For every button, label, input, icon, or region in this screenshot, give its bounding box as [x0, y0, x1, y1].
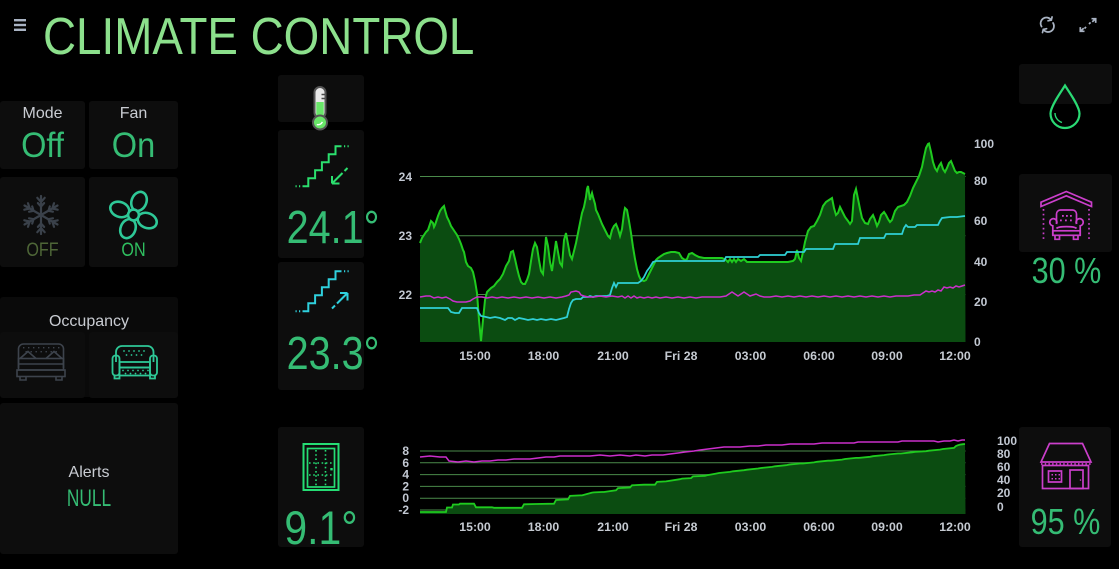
svg-text:0: 0 [402, 491, 409, 505]
svg-text:09:00: 09:00 [871, 349, 903, 363]
svg-text:100: 100 [997, 434, 1017, 448]
svg-text:23: 23 [399, 229, 413, 243]
svg-text:21:00: 21:00 [597, 349, 629, 363]
svg-text:24: 24 [399, 170, 413, 184]
svg-text:-2: -2 [398, 503, 409, 517]
svg-text:06:00: 06:00 [803, 349, 835, 363]
svg-text:20: 20 [974, 295, 988, 309]
svg-text:40: 40 [974, 255, 988, 269]
svg-text:15:00: 15:00 [459, 520, 491, 534]
svg-text:6: 6 [402, 456, 409, 470]
svg-text:60: 60 [974, 214, 988, 228]
svg-text:21:00: 21:00 [597, 520, 629, 534]
svg-text:60: 60 [997, 460, 1011, 474]
svg-text:8: 8 [402, 444, 409, 458]
svg-text:100: 100 [974, 137, 994, 151]
svg-text:18:00: 18:00 [528, 520, 560, 534]
svg-text:06:00: 06:00 [803, 520, 835, 534]
svg-text:03:00: 03:00 [735, 349, 767, 363]
svg-text:18:00: 18:00 [528, 349, 560, 363]
svg-text:2: 2 [402, 479, 409, 493]
svg-text:15:00: 15:00 [459, 349, 491, 363]
svg-text:22: 22 [399, 288, 413, 302]
svg-text:40: 40 [997, 473, 1011, 487]
svg-text:0: 0 [997, 500, 1004, 514]
svg-text:4: 4 [402, 468, 409, 482]
svg-text:80: 80 [974, 174, 988, 188]
svg-text:09:00: 09:00 [871, 520, 903, 534]
svg-text:12:00: 12:00 [939, 520, 971, 534]
svg-text:03:00: 03:00 [735, 520, 767, 534]
svg-text:12:00: 12:00 [939, 349, 971, 363]
svg-text:80: 80 [997, 447, 1011, 461]
svg-text:Fri 28: Fri 28 [665, 349, 698, 363]
svg-text:20: 20 [997, 486, 1011, 500]
svg-text:0: 0 [974, 335, 981, 349]
svg-text:Fri 28: Fri 28 [665, 520, 698, 534]
